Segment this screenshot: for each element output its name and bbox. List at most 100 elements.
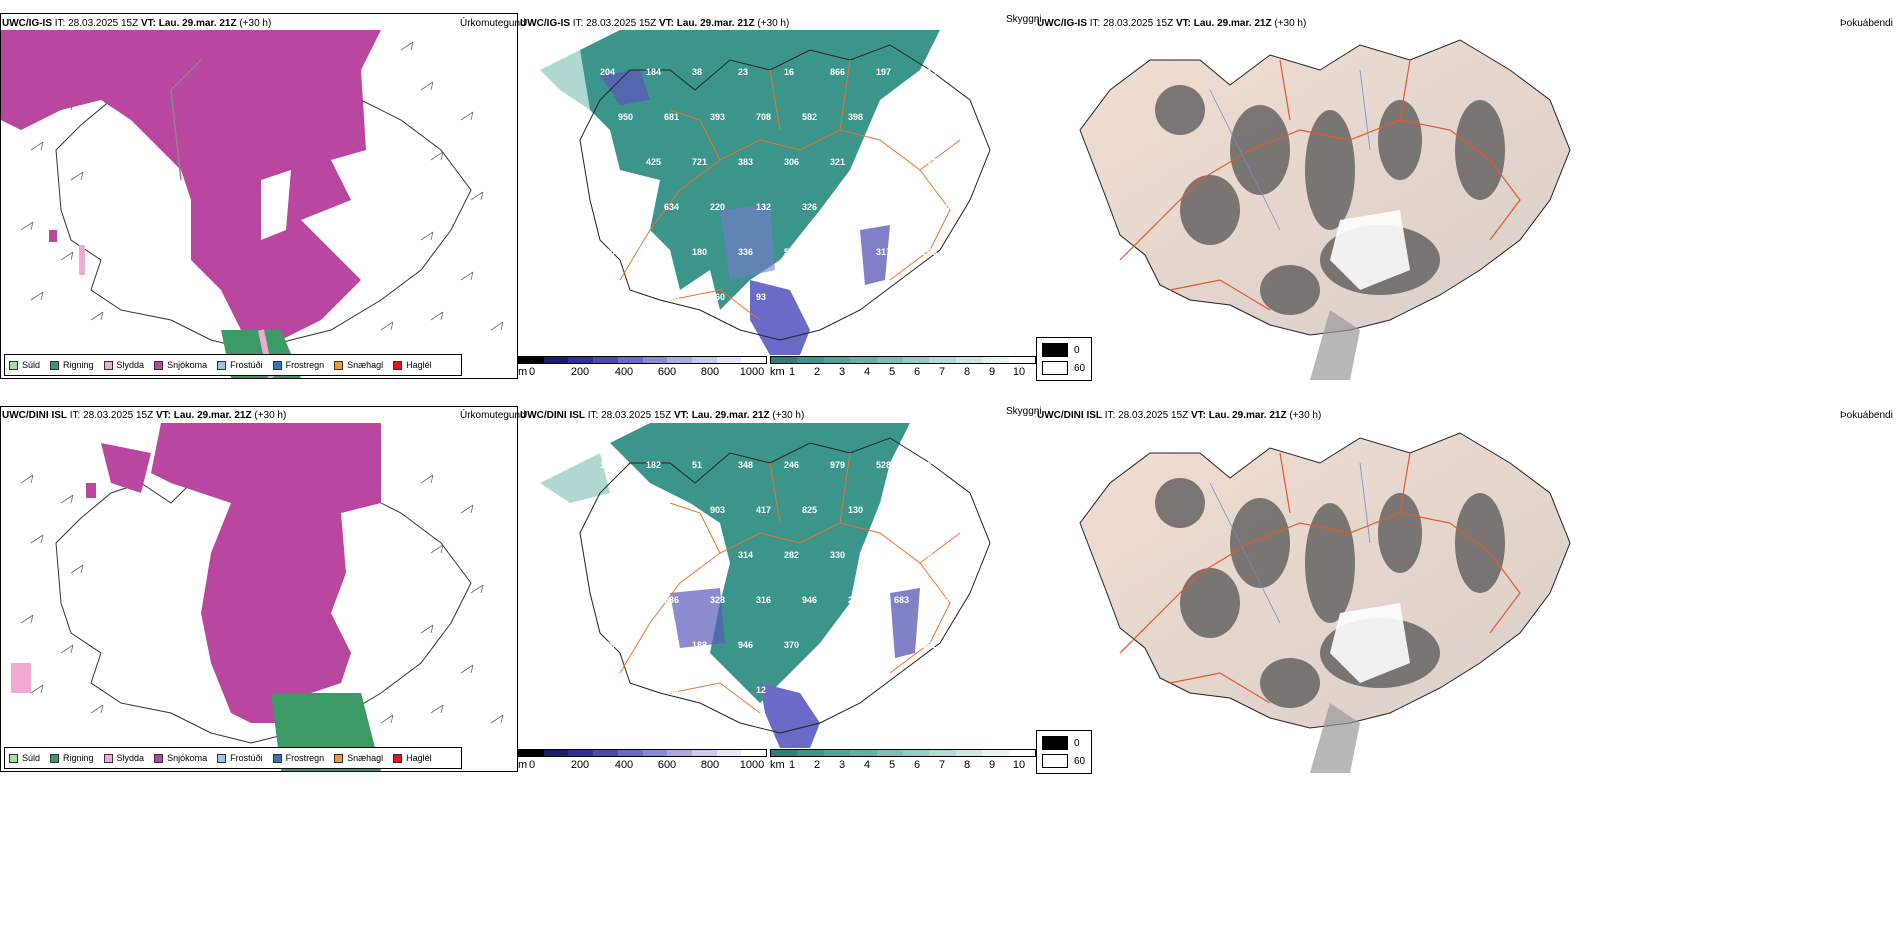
tick-label: 4 [863, 759, 871, 771]
it-value: 28.03.2025 15Z [1103, 18, 1174, 29]
peak-label: 132 [756, 202, 771, 212]
fog-title-bottom: Þokuábendi [1840, 410, 1893, 421]
legend-item-snow: Snjókoma [154, 360, 207, 370]
peak-label: 121 [710, 685, 725, 695]
tick-label: 5 [888, 759, 896, 771]
vt-value: Lau. 29.mar. 21Z [158, 18, 237, 29]
peak-label: 582 [802, 112, 817, 122]
fog-map-svg [1079, 39, 1571, 380]
tick-label: 3 [838, 366, 846, 378]
tick-label: 200 [570, 759, 590, 771]
peak-label: 397 [664, 505, 679, 515]
vt-label: VT: [155, 410, 171, 421]
peak-label: 12 [756, 685, 766, 695]
tick-label: 6 [913, 759, 921, 771]
tick-label: 600 [657, 366, 677, 378]
precip-panel-header-top: UWC/IG-IS IT: 28.03.2025 15Z VT: Lau. 29… [2, 18, 271, 30]
cloud-title-bottom: Skyggni [1006, 406, 1042, 417]
tick-label: 200 [570, 366, 590, 378]
peak-label: 683 [894, 595, 909, 605]
peak-label: 08 [940, 505, 950, 515]
it-label: IT: [54, 18, 66, 29]
peak-label: 282 [784, 550, 799, 560]
wind-barbs [20, 474, 504, 724]
peak-label: 162 [848, 202, 863, 212]
fog-legend-bottom: 0 60 [1036, 730, 1092, 774]
peak-label: 10 [940, 292, 950, 302]
peak-label: 369 [940, 112, 955, 122]
legend-item-drizzle: Súld [9, 360, 40, 370]
vt-value: Lau. 29.mar. 21Z [1193, 18, 1272, 29]
precip-title-bottom: Úrkomutegund [460, 410, 526, 421]
tick-label: 2 [813, 759, 821, 771]
peak-label: 130 [848, 505, 863, 515]
iceland-outline [55, 472, 472, 744]
fog-legend-label: 60 [1074, 755, 1086, 767]
peak-label: 197 [876, 67, 891, 77]
it-label: IT: [587, 410, 599, 421]
tick-label: 5 [888, 366, 896, 378]
peak-label: 683 [646, 640, 661, 650]
peak-label: 371 [922, 157, 937, 167]
legend-item-snow: Snjókoma [154, 753, 207, 763]
vt-value: Lau. 29.mar. 21Z [691, 410, 770, 421]
cloud-title-top: Skyggni [1006, 14, 1042, 25]
peak-label: 528 [876, 460, 891, 470]
peak-label: 238 [876, 640, 891, 650]
model-label: UWC/IG-IS [2, 18, 52, 29]
precip-legend-bottom: Súld Rigning Slydda Snjókoma Frostúði Fr… [4, 747, 462, 769]
lead-time: (+30 h) [239, 18, 272, 29]
it-label: IT: [1104, 410, 1116, 421]
peak-label: 215 [618, 505, 633, 515]
fog-map-svg [1079, 432, 1571, 773]
tick-label: 8 [963, 759, 971, 771]
vt-label: VT: [673, 410, 689, 421]
model-label: UWC/DINI ISL [520, 410, 585, 421]
tick-label: 1 [788, 366, 796, 378]
lead-time: (+30 h) [1289, 410, 1322, 421]
tick-label: 10 [1012, 366, 1026, 378]
legend-item-hail: Haglél [393, 360, 432, 370]
tick-label: 9 [988, 366, 996, 378]
peak-label: 39 [802, 292, 812, 302]
peak-label: 708 [756, 112, 771, 122]
fog-map-top [1060, 30, 1860, 380]
peak-label: -765 [692, 550, 710, 560]
peak-label: 201 [618, 202, 633, 212]
peak-label: 316 [756, 595, 771, 605]
tick-label: 2 [813, 366, 821, 378]
peak-label: 721 [692, 157, 707, 167]
peak-label: 204 [600, 67, 615, 77]
peak-label: 681 [664, 112, 679, 122]
peak-label: 93 [756, 292, 766, 302]
peak-label: 336 [664, 595, 679, 605]
peak-label: 825 [802, 505, 817, 515]
legend-item-freezing-rain: Frostregn [272, 360, 324, 370]
vt-label: VT: [1190, 410, 1206, 421]
cloudtop-unit: m [518, 759, 528, 771]
peak-label: 260 [710, 292, 725, 302]
peak-label: 420 [830, 247, 845, 257]
tick-label: 800 [700, 759, 720, 771]
peak-label: 551 [784, 247, 799, 257]
peak-label: 16 [784, 67, 794, 77]
tick-label: 10 [1012, 759, 1026, 771]
vt-label: VT: [140, 18, 156, 29]
road-network [619, 452, 961, 714]
fog-legend-label: 0 [1074, 737, 1080, 749]
peak-label: 551 [830, 640, 845, 650]
peak-label: 20 [922, 550, 932, 560]
peak-label: 398 [848, 112, 863, 122]
precip-map-top [1, 30, 517, 378]
peak-label: 321 [830, 157, 845, 167]
road-network [1119, 59, 1521, 311]
cloud-map-svg: 188 182 51 348 246 979 528 18 215 397 903 417 825 130… [540, 423, 991, 748]
precip-legend-top: Súld Rigning Slydda Snjókoma Frostúði Fr… [4, 354, 462, 376]
vt-value: Lau. 29.mar. 21Z [1208, 410, 1287, 421]
iceland-outline [579, 44, 991, 341]
peak-label: 184 [646, 67, 661, 77]
peak-label: 634 [664, 202, 679, 212]
it-value: 28.03.2025 15Z [1118, 410, 1189, 421]
tick-label: 8 [963, 366, 971, 378]
